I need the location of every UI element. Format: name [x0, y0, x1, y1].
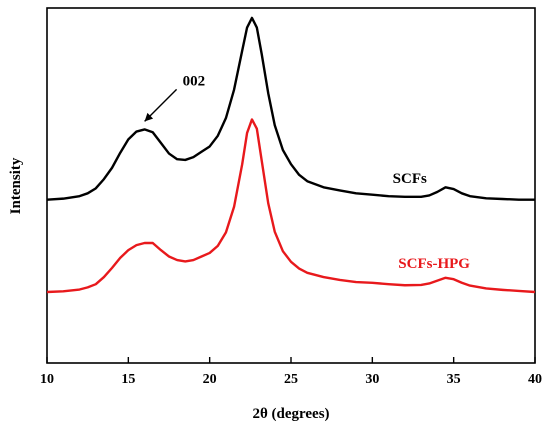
x-tick-label-35: 35	[447, 372, 461, 387]
annotation-label-002: 002	[183, 73, 206, 89]
series-label-scfs: SCFs	[393, 171, 427, 187]
series-line-scfs-hpg	[46, 118, 536, 294]
annotation-layer: 002	[144, 73, 206, 122]
annotation-arrow-head	[144, 112, 154, 122]
series-label-layer: SCFs SCFs-HPG	[393, 171, 471, 272]
series-label-scfs-hpg: SCFs-HPG	[398, 256, 470, 272]
y-axis-label: Intensity	[8, 157, 24, 214]
x-axis-label: 2θ (degrees)	[252, 406, 329, 422]
x-tick-label-30: 30	[365, 372, 379, 387]
x-tick-label-15: 15	[121, 372, 135, 387]
x-tick-label-40: 40	[528, 372, 542, 387]
x-tick-label-20: 20	[203, 372, 217, 387]
series-line-scfs	[46, 16, 535, 201]
plot-frame	[46, 7, 536, 364]
x-tick-label-10: 10	[40, 372, 54, 387]
x-axis-ticks: 10 15 20 25 30 35 40	[40, 357, 542, 387]
x-tick-label-25: 25	[284, 372, 298, 387]
series-layer	[46, 16, 536, 294]
